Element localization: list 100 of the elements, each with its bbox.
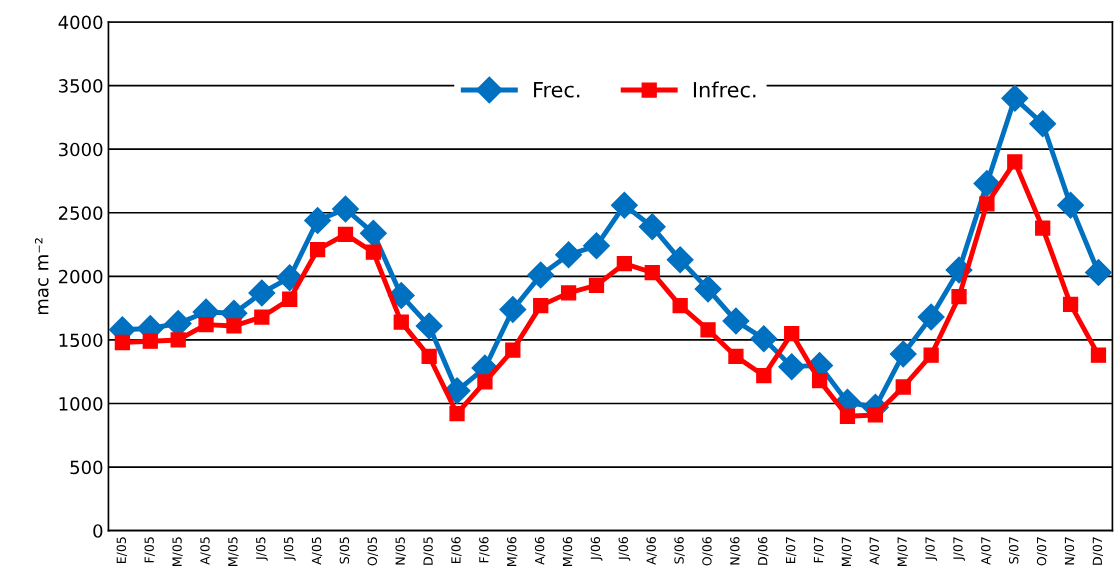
point [889,340,917,368]
point [672,297,688,314]
point [114,334,131,351]
y-tick-label: 1000 [59,396,103,411]
point [248,279,276,307]
y-tick-label: 2000 [58,269,103,284]
point [895,379,911,395]
x-tick-label: E/06 [451,537,462,564]
x-tick-label: D/07 [1092,537,1104,565]
y-axis-title: mac m⁻² [34,238,49,315]
x-tick-label: J/06 [590,537,603,561]
x-tick-label: N/05 [395,537,406,565]
point [750,325,778,353]
point [700,322,716,338]
point [756,367,772,384]
x-tick-label: M/06 [562,537,574,566]
x-tick-label: F/07 [813,537,825,563]
point [527,261,555,289]
y-tick-label: 500 [70,460,103,475]
y-tick-label: 1500 [59,333,103,348]
x-tick-label: E/05 [116,537,127,564]
point [923,347,939,363]
point [477,374,493,390]
x-tick-label: J/07 [925,537,938,561]
x-tick-label: A/07 [869,537,880,565]
y-tick-label: 3000 [59,142,103,157]
point [198,317,214,333]
x-tick-label: M/07 [897,537,908,566]
x-tick-label: S/06 [674,537,685,564]
x-tick-label: D/05 [423,537,434,565]
point [951,289,967,305]
point [1029,110,1057,138]
point [638,213,666,241]
point [1057,191,1085,219]
x-tick-label: O/06 [702,537,713,566]
point [839,408,856,424]
point [1085,259,1112,287]
x-tick-label: S/07 [1008,537,1020,564]
point [359,219,387,247]
point [778,353,806,381]
point [304,206,332,234]
point [309,242,326,258]
point [560,285,577,301]
point [1090,347,1107,363]
point [337,226,354,243]
point [449,406,465,422]
x-tick-label: J/05 [256,537,268,561]
x-tick-label: A/05 [311,537,323,565]
point [1062,296,1079,312]
x-tick-label: J/06 [618,537,631,561]
point [583,232,610,260]
x-tick-label: N/06 [730,537,741,565]
point [973,170,1001,198]
point [694,275,722,303]
point [555,241,583,269]
point [365,244,382,260]
point [610,191,638,219]
point [1007,154,1023,170]
x-tick-label: M/07 [841,537,853,566]
point [917,303,945,331]
point [499,295,527,323]
point [226,318,242,334]
x-tick-label: S/05 [339,537,351,564]
point [979,196,995,212]
x-tick-label: N/07 [1064,537,1076,565]
x-tick-label: A/05 [200,537,211,565]
x-tick-label: J/05 [283,537,296,561]
x-tick-label: M/06 [506,537,518,566]
point [415,312,443,340]
x-tick-label: M/05 [172,537,183,566]
point [170,332,186,348]
legend-label: Frec. [534,82,580,98]
legend-label: Infrec. [693,81,756,98]
point [1001,84,1029,112]
x-tick-label: D/06 [757,537,769,565]
point [811,373,828,389]
point [867,407,884,423]
point [1035,220,1051,236]
y-tick-label: 2500 [58,206,103,220]
x-tick-label: F/06 [479,537,490,563]
y-tick-label: 0 [93,524,103,538]
x-tick-label: E/07 [785,537,797,564]
point [254,309,270,325]
point [722,307,750,335]
point [332,195,359,223]
x-tick-label: M/05 [228,537,239,566]
x-tick-label: A/06 [646,537,657,565]
point [533,297,549,314]
point [644,264,660,281]
point [393,314,409,330]
point [666,246,694,274]
y-tick-label: 4000 [58,15,103,30]
x-tick-label: A/06 [534,537,546,565]
point [282,291,298,307]
point [784,325,800,342]
point [142,333,158,349]
point [505,342,521,358]
x-tick-label: J/07 [953,537,965,561]
point [728,348,744,365]
x-tick-label: O/05 [367,537,378,566]
